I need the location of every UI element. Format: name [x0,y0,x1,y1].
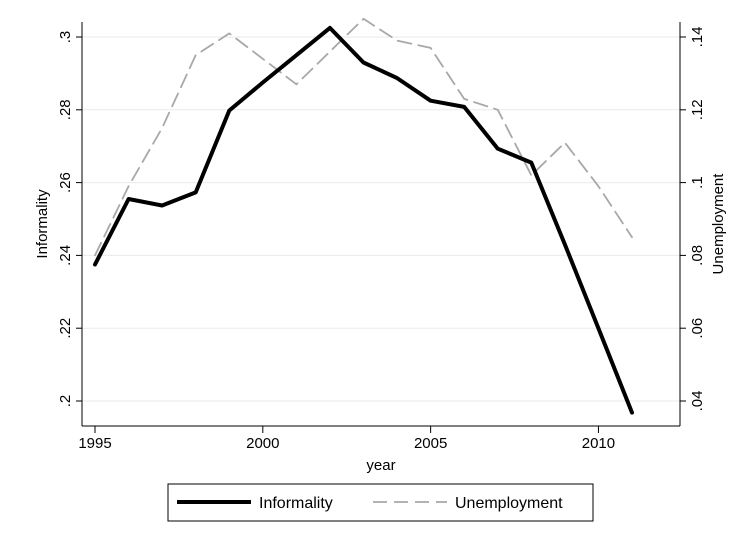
y-left-tick-label-5: .3 [57,31,74,44]
x-axis-label: year [366,457,395,474]
legend: Informality Unemployment [167,483,594,522]
x-tick-label-2005: 2005 [414,435,447,452]
y-right-tick-label-3: .1 [689,176,706,189]
legend-label-informality: Informality [259,495,333,512]
x-tick-label-2010: 2010 [582,435,615,452]
y-right-tick-label-2: .08 [689,245,706,266]
x-tick-label-2000: 2000 [246,435,279,452]
y-right-tick-label-4: .12 [689,99,706,120]
y-left-tick-label-2: .24 [57,245,74,266]
y-axis-label-left: Informality [34,189,51,259]
y-left-tick-label-1: .22 [57,318,74,339]
y-right-tick-label-1: .06 [689,318,706,339]
y-axis-label-right: Unemployment [710,173,727,275]
y-left-tick-label-0: .2 [57,395,74,408]
legend-label-unemployment: Unemployment [455,495,563,512]
axes [76,22,686,433]
series-line-unemployment [94,17,633,257]
gridlines [82,36,680,402]
x-tick-label-1995: 1995 [78,435,111,452]
y-left-tick-label-4: .28 [57,99,74,120]
y-left-tick-label-3: .26 [57,172,74,193]
tick-labels: 1995 2000 2005 2010 .2 .22 .24 .26 .28 .3 .04 .06 .0… [57,27,706,452]
series-lines [93,17,634,415]
y-right-tick-label-5: .14 [689,27,706,48]
series-line-informality [93,25,634,415]
y-right-tick-label-0: .04 [689,391,706,412]
